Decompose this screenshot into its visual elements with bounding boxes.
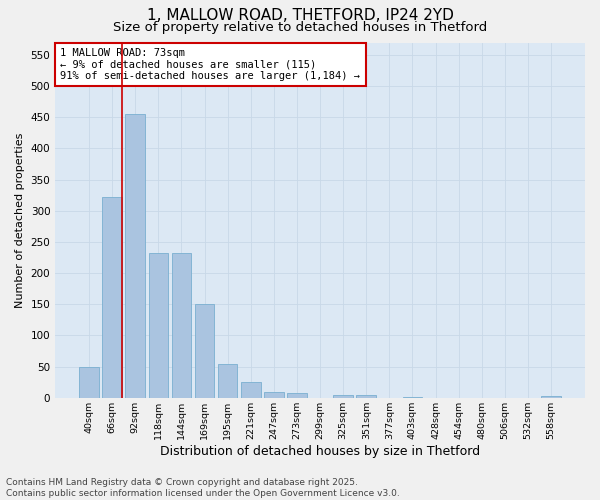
X-axis label: Distribution of detached houses by size in Thetford: Distribution of detached houses by size … [160,444,480,458]
Bar [241,382,260,398]
Text: 1 MALLOW ROAD: 73sqm
← 9% of detached houses are smaller (115)
91% of semi-detac: 1 MALLOW ROAD: 73sqm ← 9% of detached ho… [61,48,361,81]
Text: Size of property relative to detached houses in Thetford: Size of property relative to detached ho… [113,21,487,34]
Bar [403,396,422,398]
Bar [264,392,284,398]
Bar [218,364,238,398]
Bar [356,396,376,398]
Bar [79,366,99,398]
Text: Contains HM Land Registry data © Crown copyright and database right 2025.
Contai: Contains HM Land Registry data © Crown c… [6,478,400,498]
Bar [195,304,214,398]
Bar [334,396,353,398]
Bar [287,393,307,398]
Bar [541,396,561,398]
Bar [172,253,191,398]
Text: 1, MALLOW ROAD, THETFORD, IP24 2YD: 1, MALLOW ROAD, THETFORD, IP24 2YD [146,8,454,22]
Bar [125,114,145,398]
Y-axis label: Number of detached properties: Number of detached properties [15,132,25,308]
Bar [149,253,168,398]
Bar [103,197,122,398]
